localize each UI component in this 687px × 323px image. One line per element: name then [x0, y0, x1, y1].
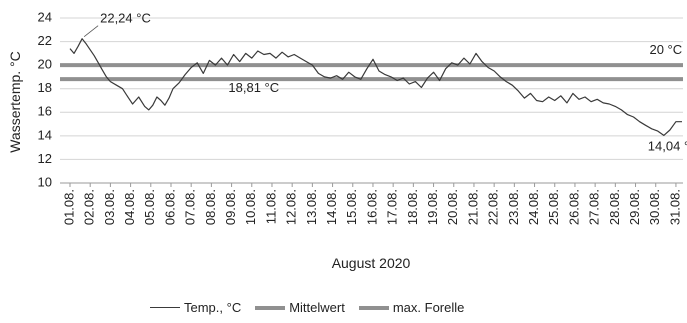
- y-axis-title: Wassertemp. °C: [7, 51, 23, 153]
- legend-item-max-forelle: max. Forelle: [358, 300, 465, 315]
- annotation-label: 14,04 °C: [648, 138, 687, 153]
- x-tick-label: 17.08.: [385, 189, 400, 225]
- x-tick-label: 29.08.: [627, 189, 642, 225]
- legend-swatch-mittelwert: [255, 305, 286, 310]
- annotation-label: 22,24 °C: [100, 11, 151, 26]
- x-tick-label: 05.08.: [142, 189, 157, 225]
- legend-swatch-temp: [150, 307, 180, 308]
- x-tick-label: 08.08.: [203, 189, 218, 225]
- y-tick-label: 12: [38, 151, 52, 166]
- annotation-label: 20 °C: [649, 42, 682, 57]
- x-tick-label: 09.08.: [223, 189, 238, 225]
- x-tick-label: 14.08.: [324, 189, 339, 225]
- legend-item-mittelwert: Mittelwert: [255, 300, 345, 315]
- y-tick-label: 20: [38, 57, 52, 72]
- legend: Temp., °C Mittelwert max. Forelle: [150, 300, 464, 315]
- y-tick-label: 14: [38, 127, 52, 142]
- x-tick-label: 13.08.: [304, 189, 319, 225]
- x-tick-labels: 01.08. 02.08. 03.08. 04.08. 05.08. 06.08. 07.0…: [61, 189, 682, 225]
- legend-label-max-forelle: max. Forelle: [392, 300, 465, 315]
- axes: [60, 182, 683, 187]
- x-tick-label: 03.08.: [102, 189, 117, 225]
- annotation-label: 18,81 °C: [228, 80, 279, 95]
- x-tick-label: 25.08.: [546, 189, 561, 225]
- x-tick-label: 28.08.: [607, 189, 622, 225]
- x-tick-label: 26.08.: [566, 189, 581, 225]
- legend-item-temp: Temp., °C: [150, 300, 241, 315]
- x-tick-label: 01.08.: [61, 189, 76, 225]
- x-tick-label: 07.08.: [183, 189, 198, 225]
- reference-lines: [60, 63, 683, 82]
- x-tick-label: 16.08.: [364, 189, 379, 225]
- x-tick-label: 20.08.: [445, 189, 460, 225]
- y-tick-label: 24: [38, 9, 52, 24]
- legend-label-temp: Temp., °C: [184, 300, 242, 315]
- x-tick-label: 18.08.: [405, 189, 420, 225]
- x-tick-label: 31.08.: [667, 189, 682, 225]
- annotations: 22,24 °C 18,81 °C 20 °C 14,04 °C: [83, 11, 687, 153]
- temperature-line: [69, 38, 682, 136]
- y-tick-label: 22: [38, 33, 52, 48]
- x-tick-label: 30.08.: [647, 189, 662, 225]
- x-tick-label: 10.08.: [243, 189, 258, 225]
- x-tick-label: 21.08.: [465, 189, 480, 225]
- legend-swatch-max-forelle: [358, 305, 389, 310]
- x-tick-label: 23.08.: [506, 189, 521, 225]
- y-tick-label: 18: [38, 80, 52, 95]
- x-axis-title: August 2020: [332, 255, 411, 271]
- y-tick-labels: 10 12 14 16 18 20 22 24: [38, 9, 52, 189]
- x-tick-label: 02.08.: [82, 189, 97, 225]
- annotation-leader-line: [83, 25, 99, 38]
- y-tick-label: 10: [38, 174, 52, 189]
- x-tick-label: 22.08.: [486, 189, 501, 225]
- x-tick-label: 04.08.: [122, 189, 137, 225]
- x-tick-label: 15.08.: [344, 189, 359, 225]
- x-tick-label: 12.08.: [284, 189, 299, 225]
- temperature-series: [69, 38, 682, 136]
- x-tick-label: 27.08.: [587, 189, 602, 225]
- y-tick-label: 16: [38, 104, 52, 119]
- x-tick-label: 19.08.: [425, 189, 440, 225]
- x-tick-label: 24.08.: [526, 189, 541, 225]
- legend-label-mittelwert: Mittelwert: [289, 300, 345, 315]
- x-tick-label: 11.08.: [263, 189, 278, 224]
- x-tick-label: 06.08.: [162, 189, 177, 225]
